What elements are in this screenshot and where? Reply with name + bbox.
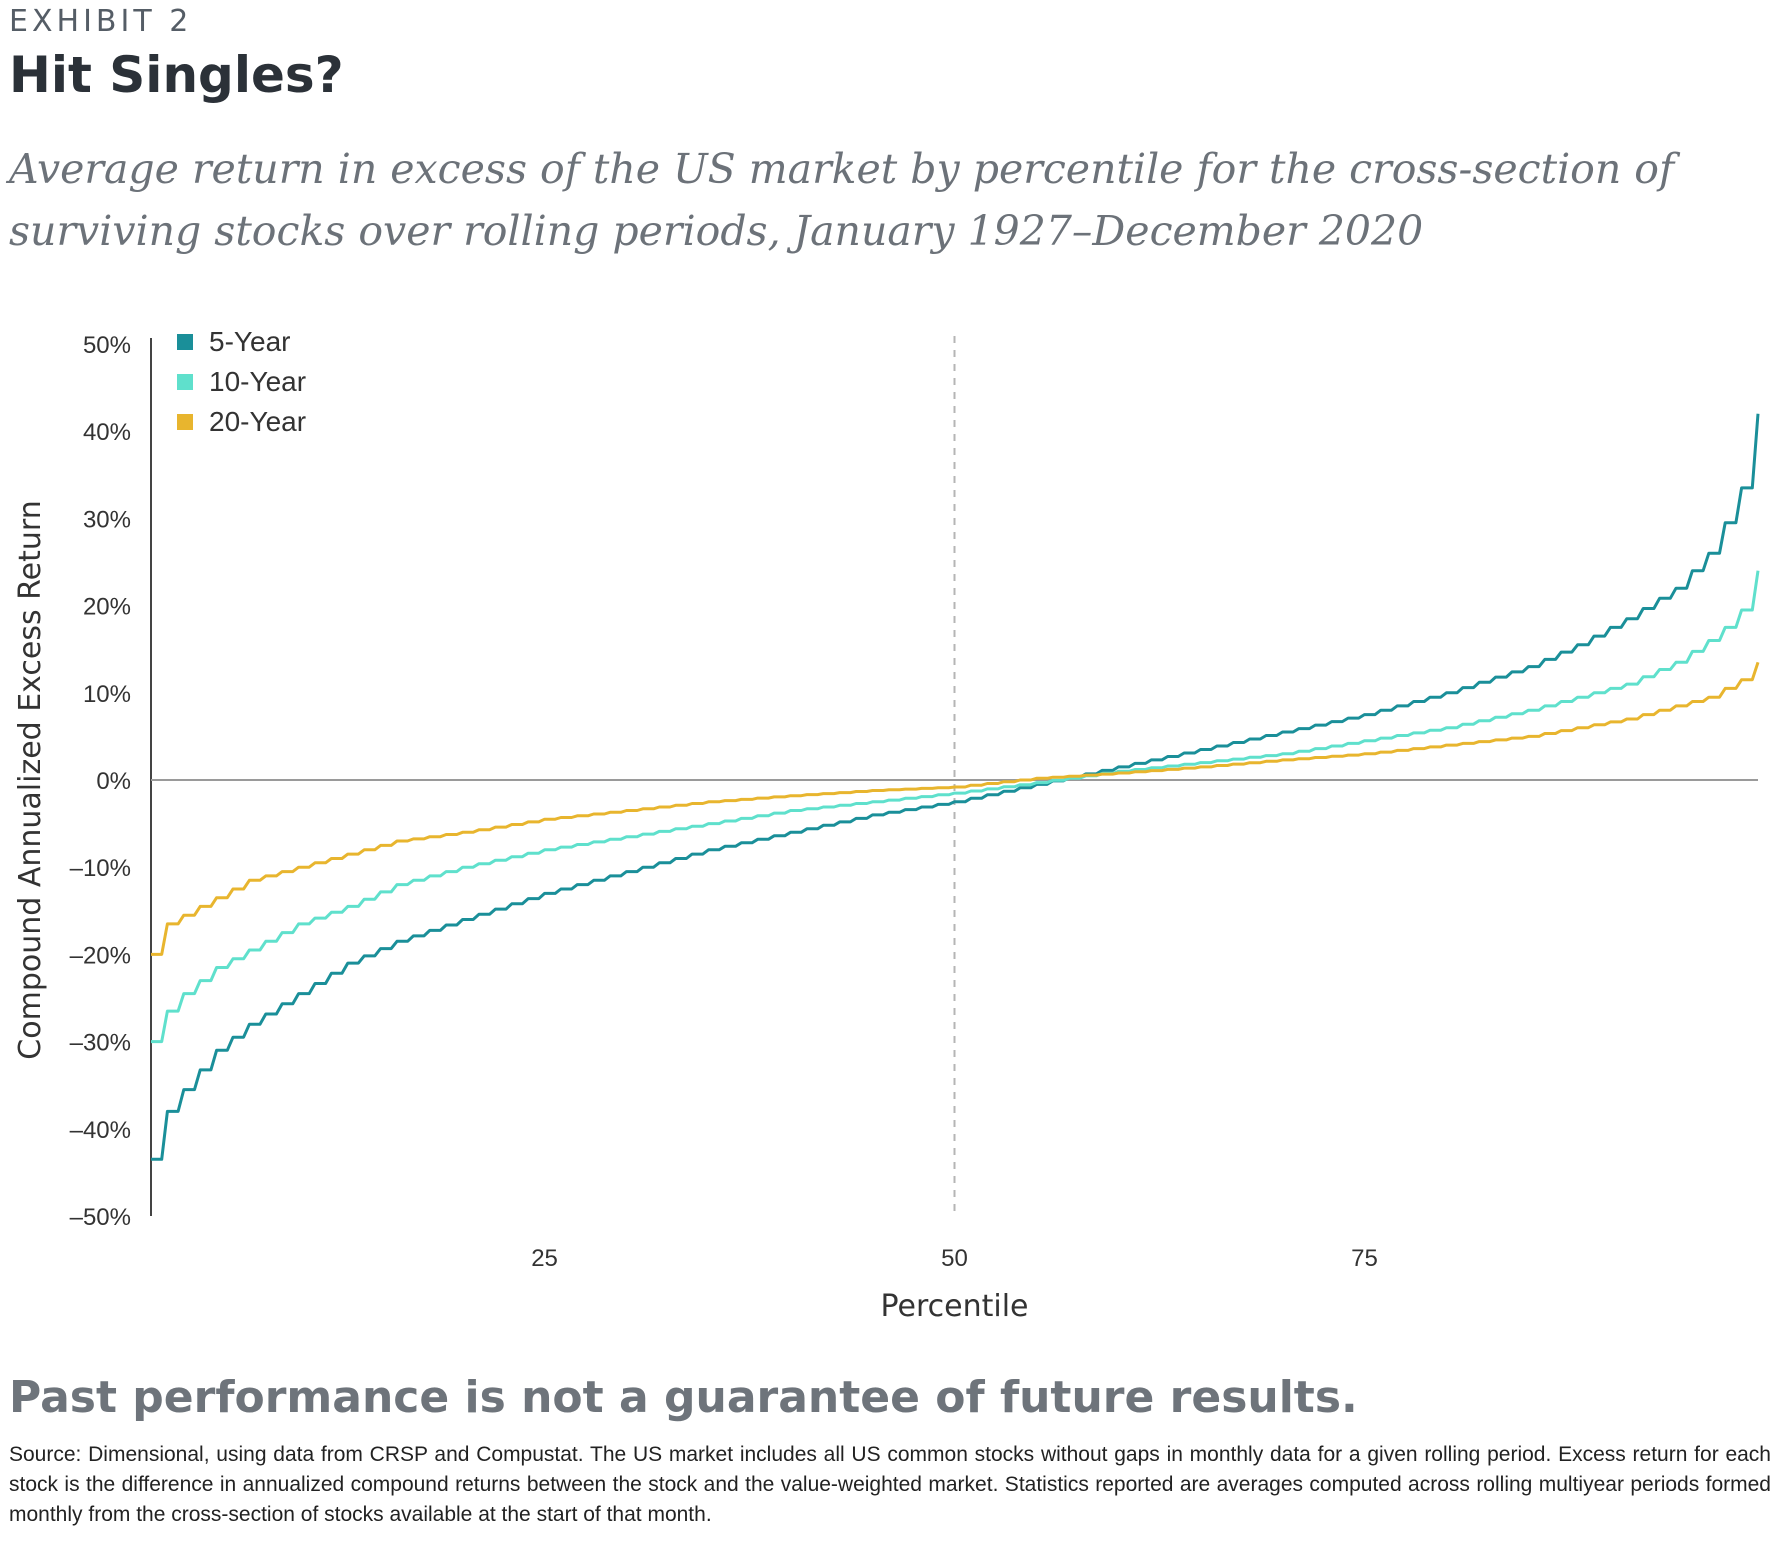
page-title: Hit Singles? (9, 46, 344, 104)
series-20-year (151, 661, 1760, 956)
x-axis-title: Percentile (880, 1289, 1028, 1324)
x-tick-label: 75 (1351, 1245, 1378, 1272)
legend-label: 10-Year (209, 366, 306, 397)
series-10-year (151, 570, 1760, 1044)
y-tick-label: –20% (70, 942, 131, 969)
y-tick-label: –50% (70, 1204, 131, 1231)
chart-legend: 5-Year 10-Year 20-Year (177, 326, 306, 437)
y-tick-label: –40% (70, 1117, 131, 1144)
legend-swatch (177, 374, 193, 390)
legend-swatch (177, 414, 193, 430)
legend-label: 20-Year (209, 406, 306, 437)
y-tick-label: 20% (83, 594, 131, 621)
exhibit-label: EXHIBIT 2 (9, 4, 193, 39)
line-chart: 50% 40% 30% 20% 10% 0% –10% –20% –30% –40% –50% 25 5… (13, 326, 1760, 1324)
chart-grid (150, 336, 1758, 1216)
axis-ticks: 50% 40% 30% 20% 10% 0% –10% –20% –30% –40% –50% 25 5… (70, 332, 1378, 1272)
y-axis-title: Compound Annualized Excess Return (13, 500, 48, 1059)
y-tick-label: 50% (83, 332, 131, 359)
x-tick-label: 50 (941, 1245, 968, 1272)
source-note: Source: Dimensional, using data from CRS… (9, 1443, 1771, 1526)
performance-disclaimer: Past performance is not a guarantee of f… (9, 1372, 1358, 1423)
x-tick-label: 25 (531, 1245, 558, 1272)
series-line (151, 661, 1760, 956)
series-5-year (151, 413, 1760, 1161)
legend-label: 5-Year (209, 326, 290, 357)
legend-swatch (177, 334, 193, 350)
y-tick-label: 40% (83, 419, 131, 446)
series-line (151, 413, 1760, 1161)
series-line (151, 570, 1760, 1044)
chart-subtitle: Average return in excess of the US marke… (9, 145, 1675, 255)
y-tick-label: 30% (83, 506, 131, 533)
y-tick-label: –10% (70, 855, 131, 882)
series-layer (151, 413, 1760, 1161)
y-tick-label: –30% (70, 1030, 131, 1057)
y-tick-label: 0% (96, 768, 131, 795)
y-tick-label: 10% (83, 681, 131, 708)
